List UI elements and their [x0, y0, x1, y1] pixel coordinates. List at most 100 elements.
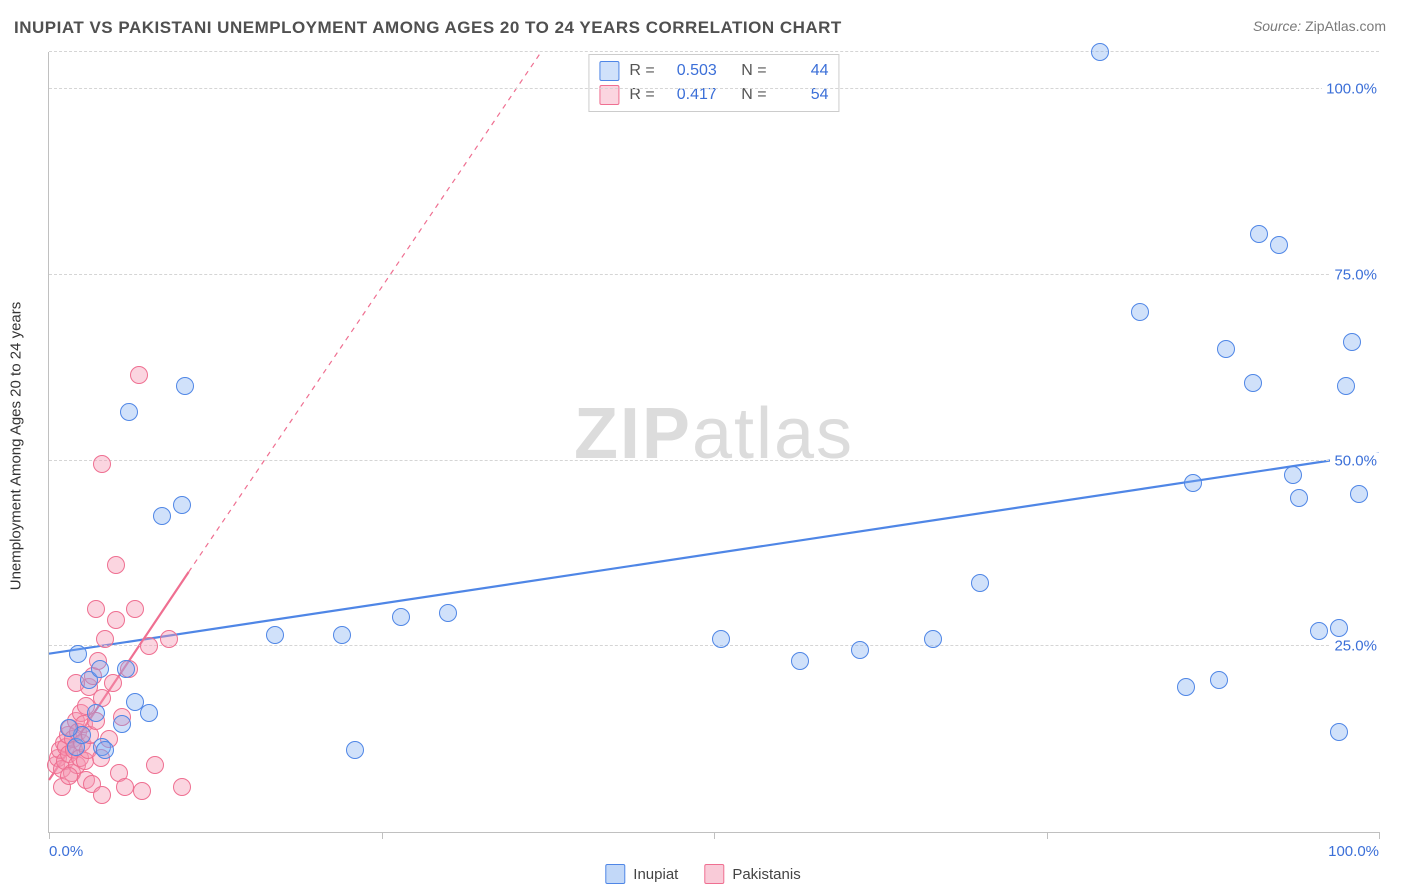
data-point [173, 496, 191, 514]
data-point [96, 630, 114, 648]
n-label: N = [741, 83, 766, 107]
chart-title: INUPIAT VS PAKISTANI UNEMPLOYMENT AMONG … [14, 18, 842, 38]
data-point [107, 556, 125, 574]
legend-swatch-pakistanis [704, 864, 724, 884]
x-tick [382, 832, 383, 839]
data-point [1244, 374, 1262, 392]
legend-swatch-inupiat [605, 864, 625, 884]
x-tick [49, 832, 50, 839]
data-point [104, 674, 122, 692]
r-label: R = [629, 83, 654, 107]
data-point [133, 782, 151, 800]
legend-item-inupiat: Inupiat [605, 864, 678, 884]
data-point [1184, 474, 1202, 492]
r-value-pakistanis: 0.417 [665, 83, 717, 107]
data-point [130, 366, 148, 384]
data-point [1290, 489, 1308, 507]
data-point [91, 660, 109, 678]
stats-legend: R = 0.503 N = 44 R = 0.417 N = 54 [588, 54, 839, 112]
gridline [49, 274, 1379, 275]
data-point [851, 641, 869, 659]
watermark-light: atlas [692, 394, 854, 474]
gridline [49, 51, 1379, 52]
data-point [439, 604, 457, 622]
source-value: ZipAtlas.com [1305, 18, 1386, 34]
data-point [160, 630, 178, 648]
n-value-inupiat: 44 [777, 59, 829, 83]
source-label: Source: [1253, 18, 1301, 34]
data-point [176, 377, 194, 395]
x-tick-label-end: 100.0% [1328, 843, 1379, 860]
r-value-inupiat: 0.503 [665, 59, 717, 83]
data-point [140, 637, 158, 655]
data-point [93, 786, 111, 804]
data-point [69, 645, 87, 663]
data-point [120, 403, 138, 421]
x-tick [1047, 832, 1048, 839]
data-point [113, 715, 131, 733]
data-point [87, 704, 105, 722]
x-tick [1379, 832, 1380, 839]
gridline [49, 460, 1379, 461]
data-point [146, 756, 164, 774]
y-tick-label: 25.0% [1330, 638, 1381, 655]
data-point [117, 660, 135, 678]
watermark: ZIPatlas [574, 393, 854, 475]
plot-area: ZIPatlas R = 0.503 N = 44 R = 0.417 N = … [48, 52, 1379, 833]
data-point [1343, 333, 1361, 351]
x-tick-label-start: 0.0% [49, 843, 83, 860]
y-tick-label: 100.0% [1322, 81, 1381, 98]
data-point [1131, 303, 1149, 321]
data-point [126, 600, 144, 618]
data-point [971, 574, 989, 592]
data-point [333, 626, 351, 644]
data-point [1310, 622, 1328, 640]
data-point [1177, 678, 1195, 696]
stats-row-pakistanis: R = 0.417 N = 54 [599, 83, 828, 107]
data-point [1091, 43, 1109, 61]
data-point [107, 611, 125, 629]
swatch-inupiat [599, 61, 619, 81]
chart-container: INUPIAT VS PAKISTANI UNEMPLOYMENT AMONG … [0, 0, 1406, 892]
data-point [1330, 723, 1348, 741]
data-point [116, 778, 134, 796]
data-point [140, 704, 158, 722]
data-point [153, 507, 171, 525]
gridline [49, 88, 1379, 89]
data-point [1330, 619, 1348, 637]
n-value-pakistanis: 54 [777, 83, 829, 107]
data-point [266, 626, 284, 644]
data-point [60, 767, 78, 785]
data-point [1250, 225, 1268, 243]
y-tick-label: 75.0% [1330, 266, 1381, 283]
r-label: R = [629, 59, 654, 83]
series-legend: Inupiat Pakistanis [605, 864, 800, 884]
data-point [1284, 466, 1302, 484]
legend-label-inupiat: Inupiat [633, 866, 678, 883]
data-point [173, 778, 191, 796]
data-point [791, 652, 809, 670]
data-point [1217, 340, 1235, 358]
data-point [924, 630, 942, 648]
data-point [1270, 236, 1288, 254]
legend-item-pakistanis: Pakistanis [704, 864, 800, 884]
data-point [1210, 671, 1228, 689]
y-axis-title: Unemployment Among Ages 20 to 24 years [8, 302, 25, 591]
n-label: N = [741, 59, 766, 83]
data-point [60, 719, 78, 737]
data-point [1337, 377, 1355, 395]
stats-row-inupiat: R = 0.503 N = 44 [599, 59, 828, 83]
data-point [346, 741, 364, 759]
data-point [712, 630, 730, 648]
data-point [1350, 485, 1368, 503]
data-point [96, 741, 114, 759]
x-tick [714, 832, 715, 839]
data-point [93, 455, 111, 473]
watermark-bold: ZIP [574, 394, 692, 474]
y-tick-label: 50.0% [1330, 452, 1381, 469]
data-point [87, 600, 105, 618]
trend-lines-layer [49, 52, 1379, 832]
data-point [392, 608, 410, 626]
legend-label-pakistanis: Pakistanis [732, 866, 800, 883]
source-attribution: Source: ZipAtlas.com [1253, 18, 1386, 34]
